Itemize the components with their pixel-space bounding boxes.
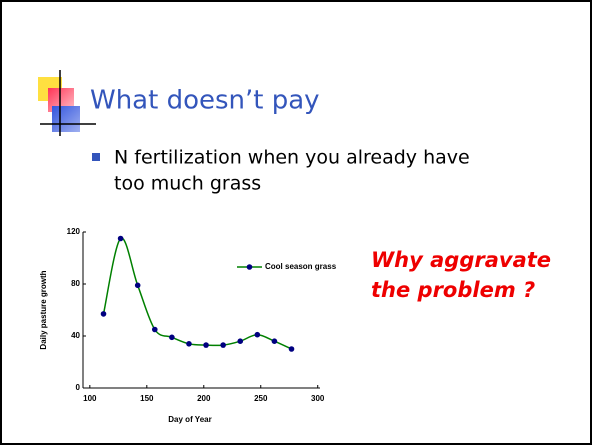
legend-marker: [246, 264, 253, 270]
point: [100, 311, 107, 317]
bullet-text: N fertilization when you already have: [114, 147, 470, 169]
x-tick-label: 150: [140, 394, 154, 403]
point: [117, 235, 124, 242]
point: [237, 338, 244, 345]
x-axis-label: Day of Year: [168, 415, 211, 424]
x-tick-label: 200: [197, 394, 211, 403]
point: [151, 326, 158, 333]
slide-title: What doesn’t pay: [90, 86, 320, 116]
point: [134, 282, 141, 289]
callout: Why aggravate: [371, 248, 551, 272]
y-tick-label: 120: [67, 227, 81, 236]
callout: the problem ?: [371, 278, 535, 302]
bullet-text: too much grass: [114, 173, 261, 195]
point: [220, 342, 226, 348]
y-tick-label: 0: [76, 383, 81, 392]
point: [186, 341, 192, 347]
y-axis-label: Daily pasture growth: [39, 270, 48, 349]
title-decoration: [38, 70, 96, 136]
bullet-marker: [92, 153, 100, 161]
x-tick-label: 250: [254, 394, 268, 403]
x-tick-label: 100: [83, 394, 97, 403]
point: [271, 338, 278, 345]
point: [203, 342, 209, 348]
point: [254, 331, 261, 338]
point: [288, 346, 295, 352]
legend-label: Cool season grass: [265, 262, 337, 271]
y-tick-label: 40: [71, 331, 80, 340]
x-tick-label: 300: [311, 394, 325, 403]
y-tick-label: 80: [71, 279, 80, 288]
point: [169, 334, 175, 341]
